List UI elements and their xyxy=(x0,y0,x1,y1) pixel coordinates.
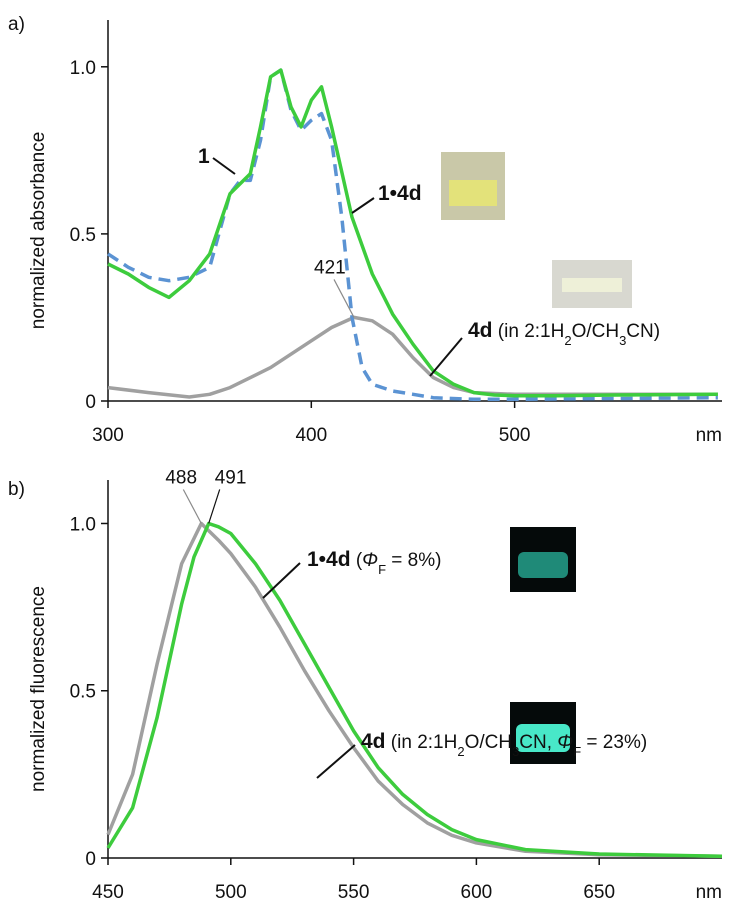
peak-leader xyxy=(182,489,202,524)
peak-label: 491 xyxy=(215,467,247,488)
label-part: 4d xyxy=(361,730,386,753)
y-axis-title: normalized absorbance xyxy=(28,132,49,330)
y-tick-label: 0 xyxy=(85,392,96,413)
data-line xyxy=(106,521,723,859)
peak-label: 488 xyxy=(165,467,197,488)
y-tick-label: 0 xyxy=(85,849,96,870)
y-tick-label: 1.0 xyxy=(70,58,96,79)
label-part: 1 xyxy=(198,145,210,168)
panel-label: a) xyxy=(8,14,25,35)
data-line xyxy=(106,521,723,859)
vial-glow xyxy=(518,552,568,578)
label-part: Φ xyxy=(362,550,378,571)
label-leader xyxy=(351,197,375,214)
x-unit: nm xyxy=(696,882,722,903)
y-tick-label: 0.5 xyxy=(70,682,96,703)
label-part: (in 2:1H xyxy=(493,321,565,342)
series-label: 1 xyxy=(198,145,210,168)
label-leader xyxy=(316,744,356,779)
label-part: 4d xyxy=(468,319,493,342)
label-part: CN) xyxy=(626,321,660,342)
series-label: 4d (in 2:1H2O/CH3CN, ΦF = 23%) xyxy=(361,730,647,759)
peak-leader xyxy=(208,489,221,524)
label-part: Φ xyxy=(557,732,573,753)
y-tick-label: 1.0 xyxy=(70,514,96,535)
y-tick-label: 0.5 xyxy=(70,225,96,246)
x-tick-label: 650 xyxy=(583,882,615,903)
label-leader xyxy=(262,562,301,599)
series-label: 1•4d xyxy=(378,182,422,205)
label-part: 1•4d xyxy=(307,548,351,571)
label-part: O/CH xyxy=(465,732,513,753)
data-line xyxy=(107,68,718,402)
label-part: O/CH xyxy=(572,321,620,342)
x-tick-label: 550 xyxy=(338,882,370,903)
label-part: F xyxy=(573,744,581,759)
label-leader xyxy=(212,157,236,175)
label-part: 2 xyxy=(564,333,571,348)
y-axis-title: normalized fluorescence xyxy=(28,586,49,792)
peak-leader xyxy=(333,279,355,318)
label-part: 3 xyxy=(512,744,519,759)
data-line xyxy=(107,68,718,398)
label-part: F xyxy=(378,562,386,577)
x-tick-label: 500 xyxy=(215,882,247,903)
vial-glow xyxy=(516,724,570,752)
peak-label: 421 xyxy=(314,257,346,278)
label-part: (in 2:1H xyxy=(386,732,458,753)
vial-solution xyxy=(449,180,497,206)
x-tick-label: 500 xyxy=(499,425,531,446)
vial-solution xyxy=(562,278,622,292)
x-tick-label: 300 xyxy=(92,425,124,446)
label-part: CN, xyxy=(519,732,557,753)
series-label: 1•4d (ΦF = 8%) xyxy=(307,548,441,577)
label-part: 1•4d xyxy=(378,182,422,205)
x-tick-label: 450 xyxy=(92,882,124,903)
x-tick-label: 600 xyxy=(461,882,493,903)
series-label: 4d (in 2:1H2O/CH3CN) xyxy=(468,319,660,348)
label-leader xyxy=(429,337,463,377)
x-unit: nm xyxy=(696,425,722,446)
x-tick-label: 400 xyxy=(295,425,327,446)
label-part: 3 xyxy=(619,333,626,348)
panel-label: b) xyxy=(8,479,25,500)
label-part: ( xyxy=(351,550,363,571)
label-part: = 23%) xyxy=(581,732,647,753)
label-part: = 8%) xyxy=(386,550,441,571)
label-part: 2 xyxy=(457,744,464,759)
